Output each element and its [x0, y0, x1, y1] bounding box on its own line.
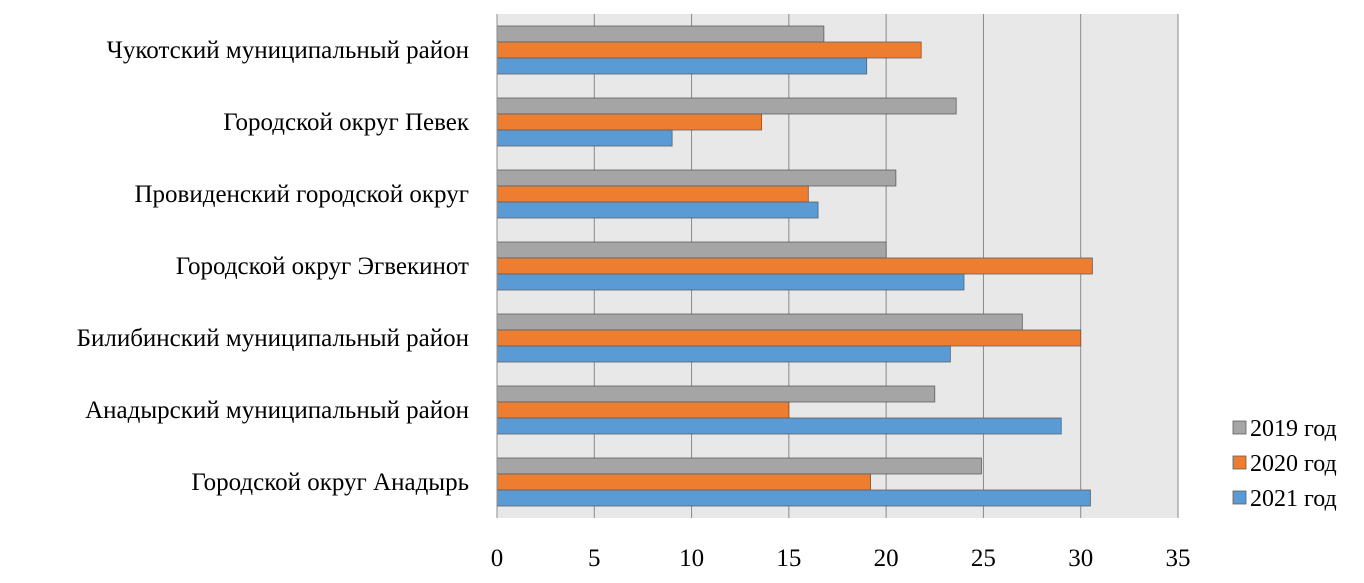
legend-swatch	[1232, 455, 1247, 470]
category-label: Городской округ Певек	[223, 109, 470, 136]
category-label: Провиденский городской округ	[135, 181, 470, 208]
bar	[496, 473, 871, 491]
bars	[496, 25, 1093, 507]
legend-label: 2021 год	[1250, 486, 1337, 512]
x-tick-label: 25	[971, 545, 996, 572]
legend-swatch	[1232, 490, 1247, 505]
bar	[496, 385, 936, 403]
category-label: Анадырский муниципальный район	[85, 397, 469, 424]
bar	[496, 41, 922, 59]
x-tick-label: 30	[1068, 545, 1093, 572]
bar	[496, 417, 1062, 435]
bar	[496, 313, 1023, 331]
x-tick-label: 15	[776, 545, 801, 572]
bar	[496, 185, 809, 203]
bar	[496, 257, 1093, 275]
x-tick-label: 10	[679, 545, 704, 572]
bar	[496, 273, 965, 291]
bar	[496, 113, 763, 131]
category-label: Городской округ Анадырь	[191, 469, 469, 496]
bar	[496, 169, 897, 187]
bar	[496, 489, 1091, 507]
x-tick-label: 20	[874, 545, 899, 572]
bar	[496, 345, 951, 363]
category-label: Городской округ Эгвекинот	[176, 253, 469, 280]
legend-label: 2020 год	[1250, 451, 1337, 477]
bar	[496, 329, 1082, 347]
bar	[496, 97, 957, 115]
category-label: Чукотский муниципальный район	[107, 37, 469, 64]
bar	[496, 457, 982, 475]
x-tick-label: 0	[491, 545, 504, 572]
category-labels: Чукотский муниципальный район Городской о…	[77, 37, 470, 496]
category-label: Билибинский муниципальный район	[77, 325, 469, 352]
bar	[496, 241, 887, 259]
bar	[496, 129, 673, 147]
bar	[496, 201, 819, 219]
legend-label: 2019 год	[1250, 416, 1337, 442]
x-tick-label: 5	[588, 545, 601, 572]
bar	[496, 401, 790, 419]
legend: 2019 год 2020 год 2021 год	[1232, 416, 1337, 512]
x-tick-label: 35	[1166, 545, 1191, 572]
bar	[496, 57, 868, 75]
legend-swatch	[1232, 420, 1247, 435]
bar	[496, 25, 825, 43]
x-tick-labels: 0 5 10 15 20 25 30 35	[491, 545, 1191, 572]
